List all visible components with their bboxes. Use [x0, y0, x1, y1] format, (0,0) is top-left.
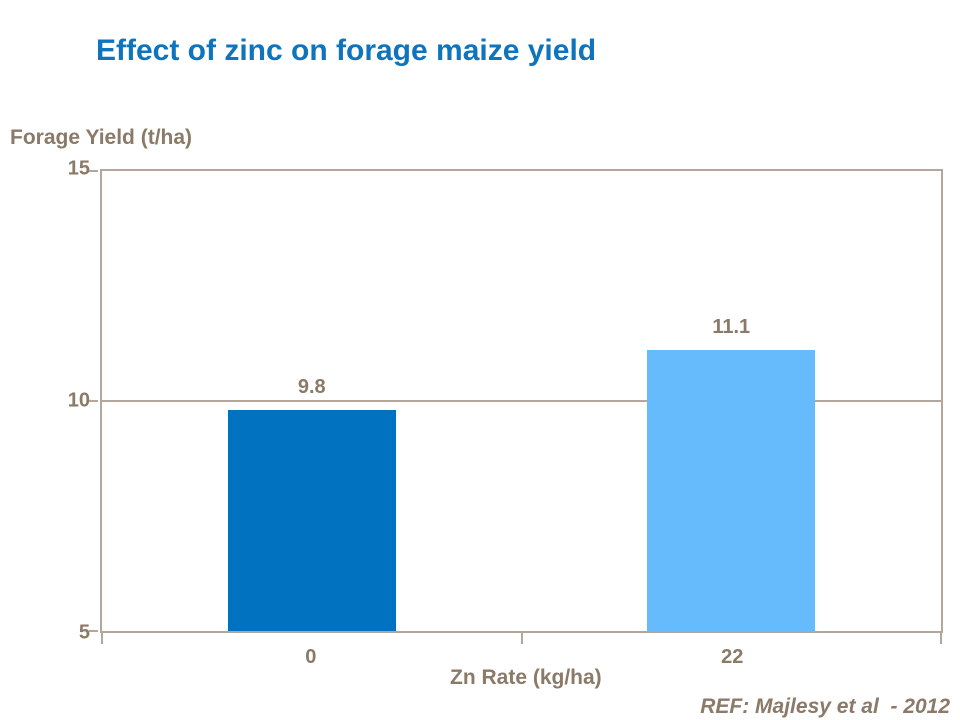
- y-tick-labels: 15 10 5: [0, 158, 90, 644]
- y-tick-label: 5: [78, 621, 90, 644]
- gridline: [102, 400, 941, 402]
- x-tick-label: 0: [305, 646, 317, 668]
- bar: [227, 410, 396, 631]
- y-axis-tick: [89, 400, 98, 402]
- plot-area: 9.8 11.1: [89, 169, 943, 644]
- reference-citation: REF: Majlesy et al - 2012: [700, 695, 950, 718]
- x-axis-tick: [101, 633, 103, 644]
- x-axis-tick: [520, 633, 523, 644]
- x-axis-tick: [940, 633, 942, 644]
- plot-inner: 9.8 11.1: [89, 170, 942, 644]
- x-tick-labels: 0 22: [100, 643, 943, 669]
- bar-value-label: 11.1: [712, 316, 751, 339]
- y-axis-tick: [89, 630, 98, 632]
- bar-value-label: 9.8: [297, 376, 326, 399]
- x-tick-label: 22: [721, 646, 744, 668]
- y-axis-title: Forage Yield (t/ha): [10, 126, 193, 149]
- y-tick-label: 15: [67, 157, 90, 180]
- y-tick-label: 10: [67, 389, 90, 412]
- bar: [647, 350, 816, 631]
- y-axis-tick: [89, 170, 98, 172]
- x-axis-title: Zn Rate (kg/ha): [450, 666, 602, 689]
- chart-title: Effect of zinc on forage maize yield: [96, 34, 597, 67]
